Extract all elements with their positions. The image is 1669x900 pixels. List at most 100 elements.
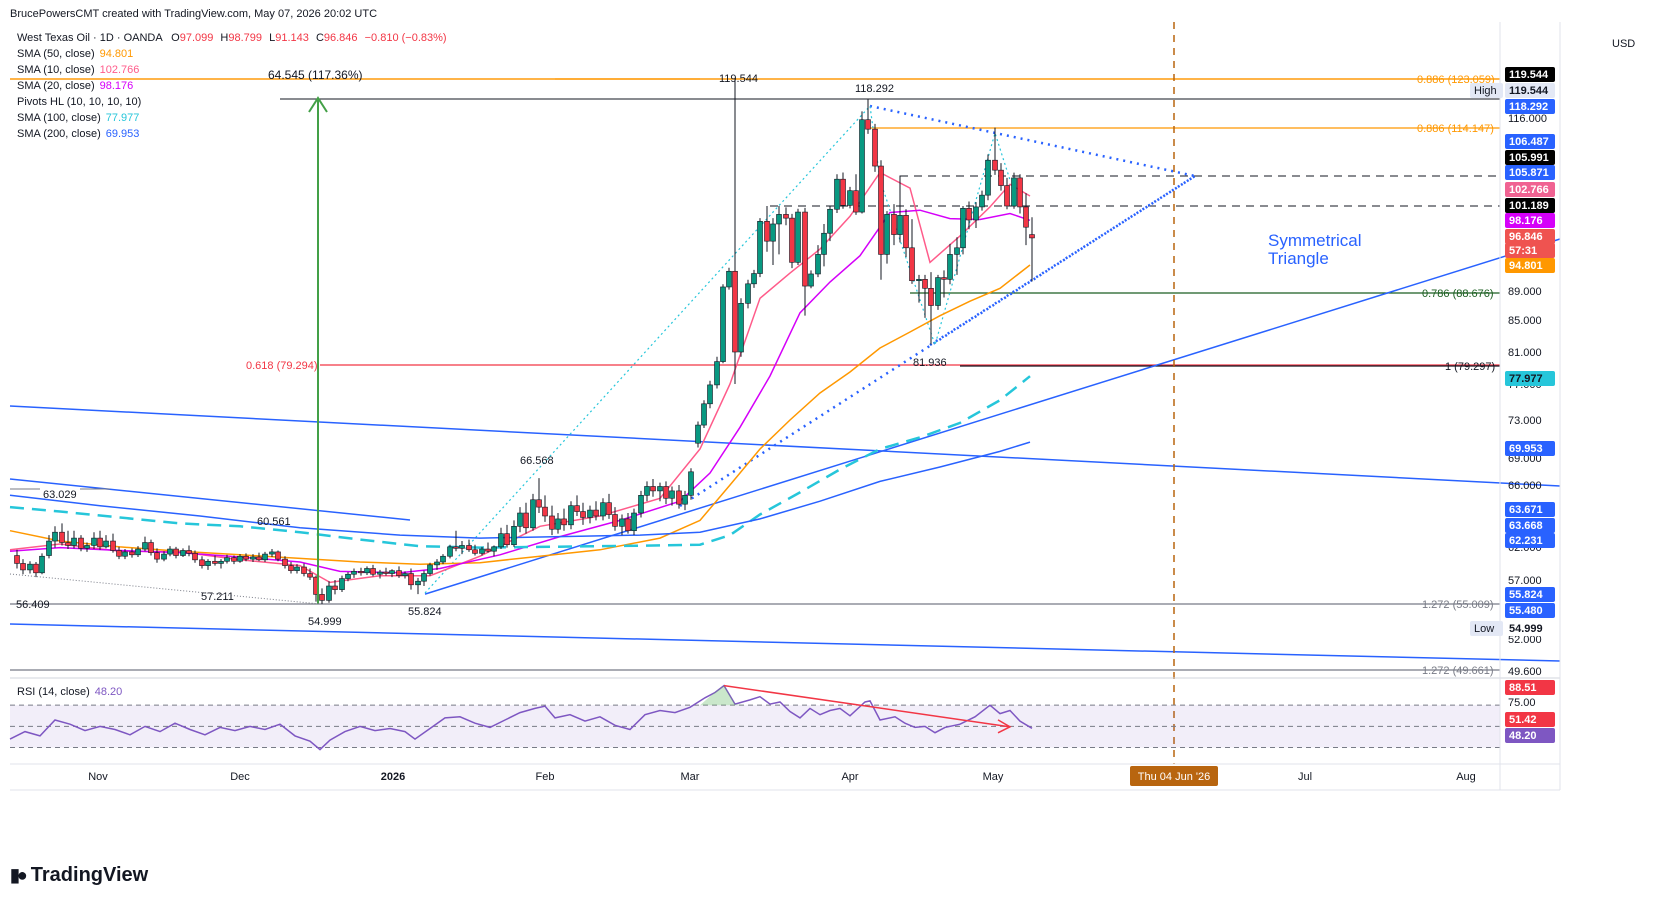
candle[interactable] [319, 588, 325, 605]
candle[interactable] [941, 270, 947, 298]
candle[interactable] [517, 507, 523, 533]
candle[interactable] [676, 485, 682, 509]
candle[interactable] [549, 505, 555, 536]
candle[interactable] [326, 581, 332, 603]
candle[interactable] [827, 206, 833, 242]
candle[interactable] [979, 190, 985, 211]
candle[interactable] [142, 536, 148, 552]
candle[interactable] [472, 544, 478, 556]
candle[interactable] [757, 218, 763, 278]
candle[interactable] [580, 502, 586, 525]
candle[interactable] [78, 535, 84, 552]
candle[interactable] [847, 186, 853, 209]
candle[interactable] [46, 535, 52, 559]
symbol-legend[interactable]: West Texas Oil · 1D · OANDA O97.099 H98.… [17, 32, 447, 44]
candle[interactable] [358, 567, 364, 576]
candle[interactable] [555, 513, 561, 534]
candle[interactable] [523, 502, 529, 534]
symbol-name[interactable]: West Texas Oil · 1D · OANDA [17, 32, 163, 44]
candle[interactable] [732, 78, 738, 384]
indicator-pivots[interactable]: Pivots HL (10, 10, 10, 10) [17, 96, 141, 108]
candle[interactable] [619, 514, 625, 536]
candle[interactable] [631, 508, 637, 536]
candle[interactable] [180, 548, 186, 557]
candle[interactable] [339, 575, 345, 592]
candle[interactable] [884, 211, 890, 264]
candle[interactable] [561, 508, 567, 531]
candle[interactable] [243, 553, 249, 562]
candle[interactable] [840, 172, 846, 209]
price-axis-label[interactable]: 118.292 [1505, 99, 1555, 114]
price-axis-label[interactable]: 63.671 [1505, 502, 1555, 517]
candle[interactable] [789, 213, 795, 269]
candle[interactable] [770, 218, 776, 265]
candle[interactable] [795, 208, 801, 265]
candle[interactable] [192, 550, 198, 563]
rsi-pane[interactable]: 88.51 75.00 51.42 48.20 [9, 677, 1560, 751]
candle[interactable] [922, 274, 928, 318]
candle[interactable] [250, 554, 256, 562]
candle[interactable] [695, 421, 701, 448]
candle[interactable] [657, 482, 663, 502]
indicator-sma50[interactable]: SMA (50, close) 94.801 [17, 48, 133, 60]
candle[interactable] [536, 478, 542, 514]
price-axis-label[interactable]: 105.871 [1505, 165, 1555, 180]
candle[interactable] [97, 530, 103, 550]
candle[interactable] [992, 127, 998, 175]
candle[interactable] [815, 245, 821, 278]
trendline[interactable] [9, 623, 1561, 662]
candle[interactable] [173, 546, 179, 559]
candle[interactable] [447, 544, 453, 559]
candle[interactable] [199, 556, 205, 569]
candle[interactable] [377, 569, 383, 579]
candle[interactable] [440, 554, 446, 565]
candle[interactable] [928, 272, 934, 345]
candle[interactable] [600, 498, 606, 521]
candle[interactable] [459, 541, 465, 555]
candle[interactable] [650, 479, 656, 497]
price-axis-label[interactable]: 54.999 Low [1470, 621, 1555, 636]
time-axis[interactable]: Nov Dec 2026 Feb Mar Apr May Thu 04 Jun '26 Jul A… [10, 763, 1560, 791]
price-axis-label[interactable]: 69.953 [1505, 441, 1555, 456]
price-axis-label[interactable]: 105.991 [1505, 150, 1555, 165]
candle[interactable] [351, 568, 357, 578]
rsi-divergence-line[interactable] [723, 684, 1011, 728]
candle[interactable] [872, 123, 878, 172]
candle[interactable] [110, 533, 116, 553]
candle[interactable] [504, 524, 510, 548]
candle[interactable] [116, 546, 122, 560]
candle[interactable] [91, 532, 97, 550]
candle[interactable] [269, 549, 275, 557]
candle[interactable] [701, 400, 707, 428]
candle[interactable] [1004, 177, 1010, 210]
trendline[interactable] [9, 478, 411, 521]
candle[interactable] [491, 545, 497, 557]
price-axis-label[interactable]: 77.977 [1505, 371, 1555, 386]
price-axis-label[interactable]: 102.766 [1505, 182, 1555, 197]
candle[interactable] [935, 274, 941, 310]
sma50-line[interactable] [9, 264, 1031, 565]
candle[interactable] [408, 568, 414, 590]
price-axis-label[interactable]: 119.544 [1505, 67, 1555, 82]
candle[interactable] [498, 527, 504, 550]
candle[interactable] [865, 99, 871, 134]
candle[interactable] [14, 549, 20, 569]
candle[interactable] [998, 163, 1004, 191]
candle[interactable] [1029, 217, 1035, 282]
currency-label[interactable]: USD [1612, 38, 1636, 50]
trendline[interactable] [9, 405, 1561, 487]
candle[interactable] [205, 559, 211, 570]
candle[interactable] [84, 542, 90, 552]
candle[interactable] [530, 493, 536, 531]
candle[interactable] [396, 566, 402, 578]
sma10-line[interactable] [9, 171, 1031, 584]
candle[interactable] [606, 493, 612, 519]
candle[interactable] [256, 552, 262, 562]
candle[interactable] [389, 569, 395, 578]
candle[interactable] [638, 490, 644, 518]
candle[interactable] [587, 505, 593, 524]
price-axis-label[interactable]: 62.231 [1505, 533, 1555, 548]
candle[interactable] [593, 501, 599, 521]
candle[interactable] [332, 580, 338, 595]
